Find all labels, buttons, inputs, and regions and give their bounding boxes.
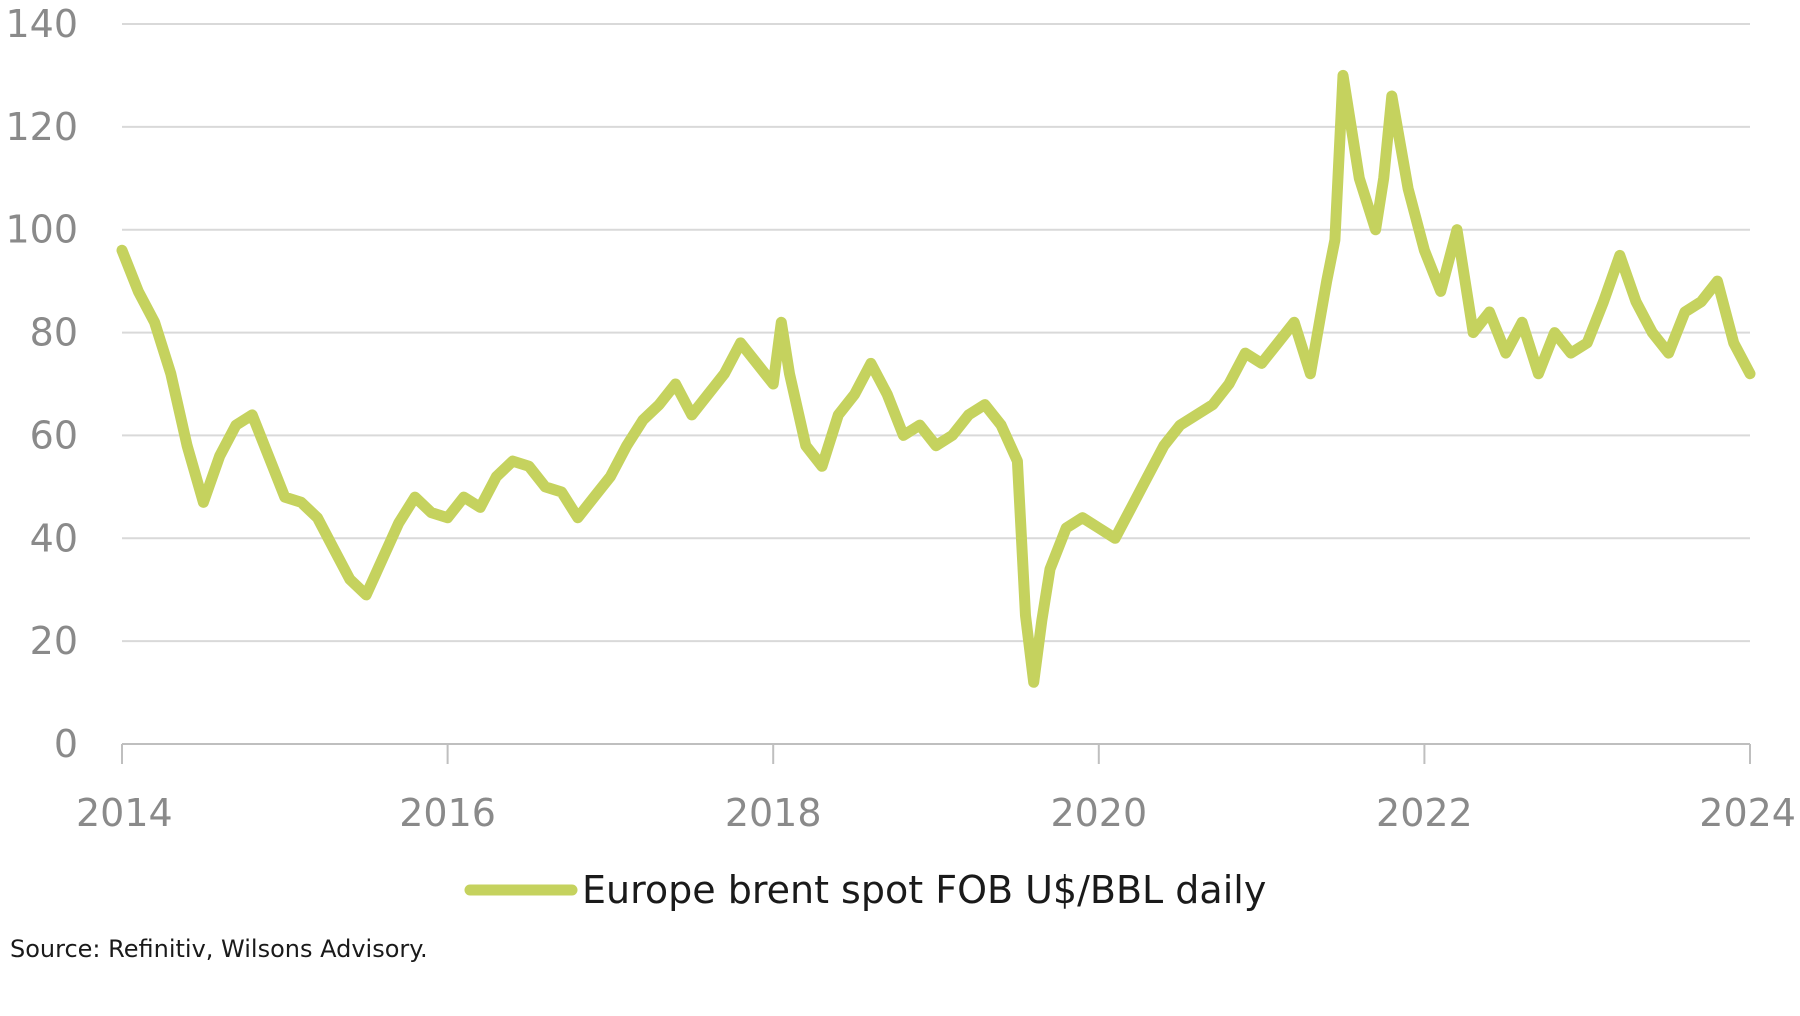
gridlines: [122, 23, 1750, 643]
y-axis-tick-labels: 0 20 40 60 80 100 120 140: [5, 2, 78, 766]
x-tick-label: 2016: [399, 791, 496, 835]
y-tick-label: 60: [30, 413, 78, 457]
x-tick-label: 2018: [725, 791, 822, 835]
y-tick-label: 20: [30, 619, 78, 663]
x-tick-label: 2020: [1050, 791, 1147, 835]
legend: Europe brent spot FOB U$/BBL daily: [464, 868, 1266, 912]
series-line-brent: [116, 69, 1756, 688]
x-axis-tick-labels: 2014 2016 2018 2020 2022 2024: [76, 791, 1796, 835]
y-tick-label: 140: [5, 2, 78, 46]
y-tick-label: 100: [5, 208, 78, 252]
y-tick-label: 80: [30, 311, 78, 355]
source-note: Source: Refinitiv, Wilsons Advisory.: [10, 935, 428, 963]
x-tick-label: 2024: [1699, 791, 1796, 835]
x-tick-label: 2014: [76, 791, 173, 835]
x-tick-label: 2022: [1376, 791, 1473, 835]
y-tick-label: 40: [30, 516, 78, 560]
y-tick-label: 120: [5, 105, 78, 149]
x-axis-ticks: [121, 744, 1751, 764]
legend-label: Europe brent spot FOB U$/BBL daily: [582, 868, 1266, 912]
y-tick-label: 0: [54, 722, 78, 766]
